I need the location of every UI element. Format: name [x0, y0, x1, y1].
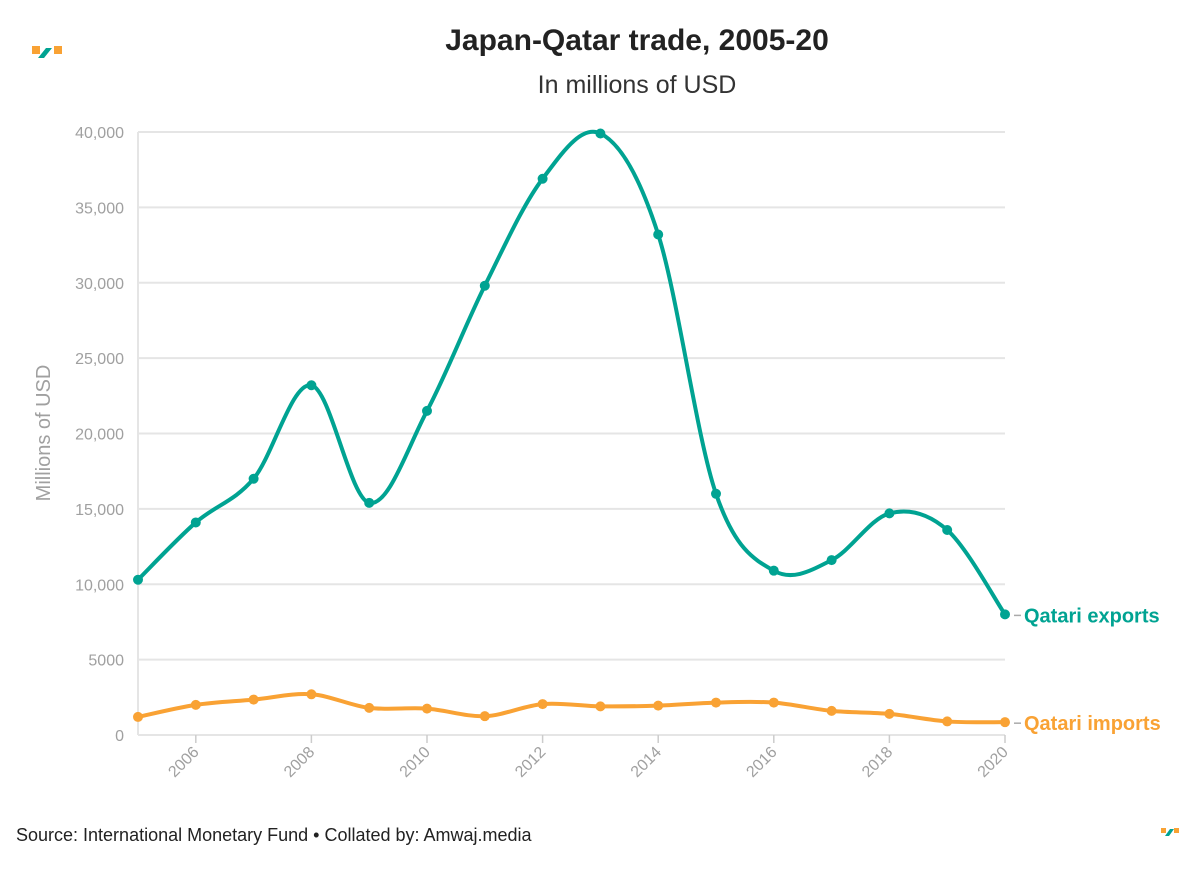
data-point-imports-2007[interactable]	[248, 694, 259, 705]
logo-slash-green	[38, 48, 52, 58]
data-point-exports-2005[interactable]	[133, 574, 143, 585]
series-label-exports: Qatari exports	[1024, 605, 1160, 627]
data-point-imports-2013[interactable]	[595, 701, 606, 712]
data-point-exports-2008[interactable]	[306, 380, 317, 391]
series-line-exports	[136, 129, 1007, 617]
data-point-exports-2017[interactable]	[826, 555, 837, 566]
data-point-exports-2007[interactable]	[248, 473, 259, 484]
x-tick-label: 2008	[281, 744, 318, 781]
y-tick-label: 30,000	[75, 276, 124, 293]
data-point-imports-2008[interactable]	[306, 689, 317, 700]
data-point-imports-2019[interactable]	[942, 716, 953, 727]
y-axis-ticks: 0 5000 10,000 15,000 20,000 25,000 30,000 35,00…	[75, 125, 124, 745]
data-point-imports-2018[interactable]	[884, 708, 895, 719]
y-tick-label: 40,000	[75, 125, 124, 142]
series-labels: Qatari exports Qatari imports	[1014, 605, 1161, 735]
y-tick-label: 0	[115, 728, 124, 745]
data-point-exports-2009[interactable]	[364, 497, 375, 508]
amwaj-logo-icon	[32, 46, 62, 58]
data-point-imports-2017[interactable]	[826, 705, 837, 716]
data-point-imports-2016[interactable]	[768, 697, 779, 708]
data-point-exports-2010[interactable]	[422, 405, 432, 416]
chart-title: Japan-Qatar trade, 2005-20	[445, 24, 829, 57]
y-tick-label: 10,000	[75, 577, 124, 594]
x-tick-label: 2020	[975, 744, 1012, 781]
amwaj-small-logo-icon	[1161, 828, 1179, 836]
x-tick-label: 2012	[512, 744, 549, 781]
data-point-exports-2011[interactable]	[479, 280, 490, 291]
y-tick-label: 25,000	[75, 351, 124, 368]
y-tick-label: 35,000	[75, 200, 124, 217]
data-point-exports-2006[interactable]	[190, 517, 201, 528]
series-layer	[133, 128, 1010, 728]
data-point-imports-2009[interactable]	[364, 702, 375, 713]
series-label-imports: Qatari imports	[1024, 713, 1161, 735]
source-note: Source: International Monetary Fund • Co…	[16, 825, 533, 845]
data-point-exports-2013[interactable]	[595, 128, 606, 139]
data-point-exports-2020[interactable]	[1000, 609, 1010, 620]
y-tick-label: 20,000	[75, 427, 124, 444]
small-logo-slash	[1165, 829, 1174, 836]
x-tick-label: 2014	[628, 744, 665, 781]
data-point-imports-2005[interactable]	[133, 711, 143, 722]
data-point-imports-2014[interactable]	[653, 700, 664, 711]
x-tick-label: 2018	[859, 744, 896, 781]
data-point-imports-2010[interactable]	[422, 703, 432, 714]
x-axis-ticks: 2006 2008 2010 2012 2014 2016 2018 2020	[165, 735, 1012, 781]
data-point-exports-2019[interactable]	[942, 524, 953, 535]
x-tick-label: 2006	[165, 744, 202, 781]
y-tick-label: 5000	[88, 653, 124, 670]
data-point-exports-2012[interactable]	[537, 173, 548, 184]
data-point-imports-2011[interactable]	[479, 711, 490, 722]
small-logo-square-2	[1174, 828, 1179, 833]
chart-subtitle: In millions of USD	[538, 71, 737, 99]
data-point-imports-2006[interactable]	[190, 699, 201, 710]
data-point-exports-2018[interactable]	[884, 508, 895, 519]
data-point-exports-2015[interactable]	[711, 488, 721, 499]
data-point-exports-2014[interactable]	[653, 229, 664, 240]
x-tick-label: 2016	[743, 744, 780, 781]
y-tick-label: 15,000	[75, 502, 124, 519]
x-tick-label: 2010	[397, 744, 434, 781]
logo-square-orange-1	[32, 46, 40, 54]
data-point-exports-2016[interactable]	[768, 565, 779, 576]
series-line-imports	[136, 692, 1007, 725]
data-point-imports-2012[interactable]	[537, 699, 548, 710]
data-point-imports-2015[interactable]	[711, 697, 721, 708]
logo-square-orange-2	[54, 46, 62, 54]
data-point-imports-2020[interactable]	[1000, 717, 1010, 728]
grid-lines	[138, 131, 1005, 736]
y-axis-label: Millions of USD	[33, 365, 55, 502]
small-logo-square-1	[1161, 828, 1166, 833]
